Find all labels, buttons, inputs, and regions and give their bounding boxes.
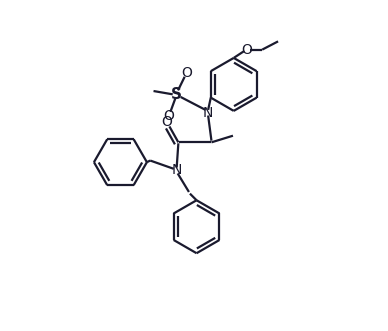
Text: O: O	[181, 66, 192, 80]
Text: O: O	[163, 109, 174, 123]
Text: N: N	[203, 106, 213, 119]
Text: N: N	[171, 164, 182, 177]
Text: O: O	[241, 43, 252, 57]
Text: S: S	[171, 87, 182, 102]
Text: O: O	[161, 116, 172, 129]
